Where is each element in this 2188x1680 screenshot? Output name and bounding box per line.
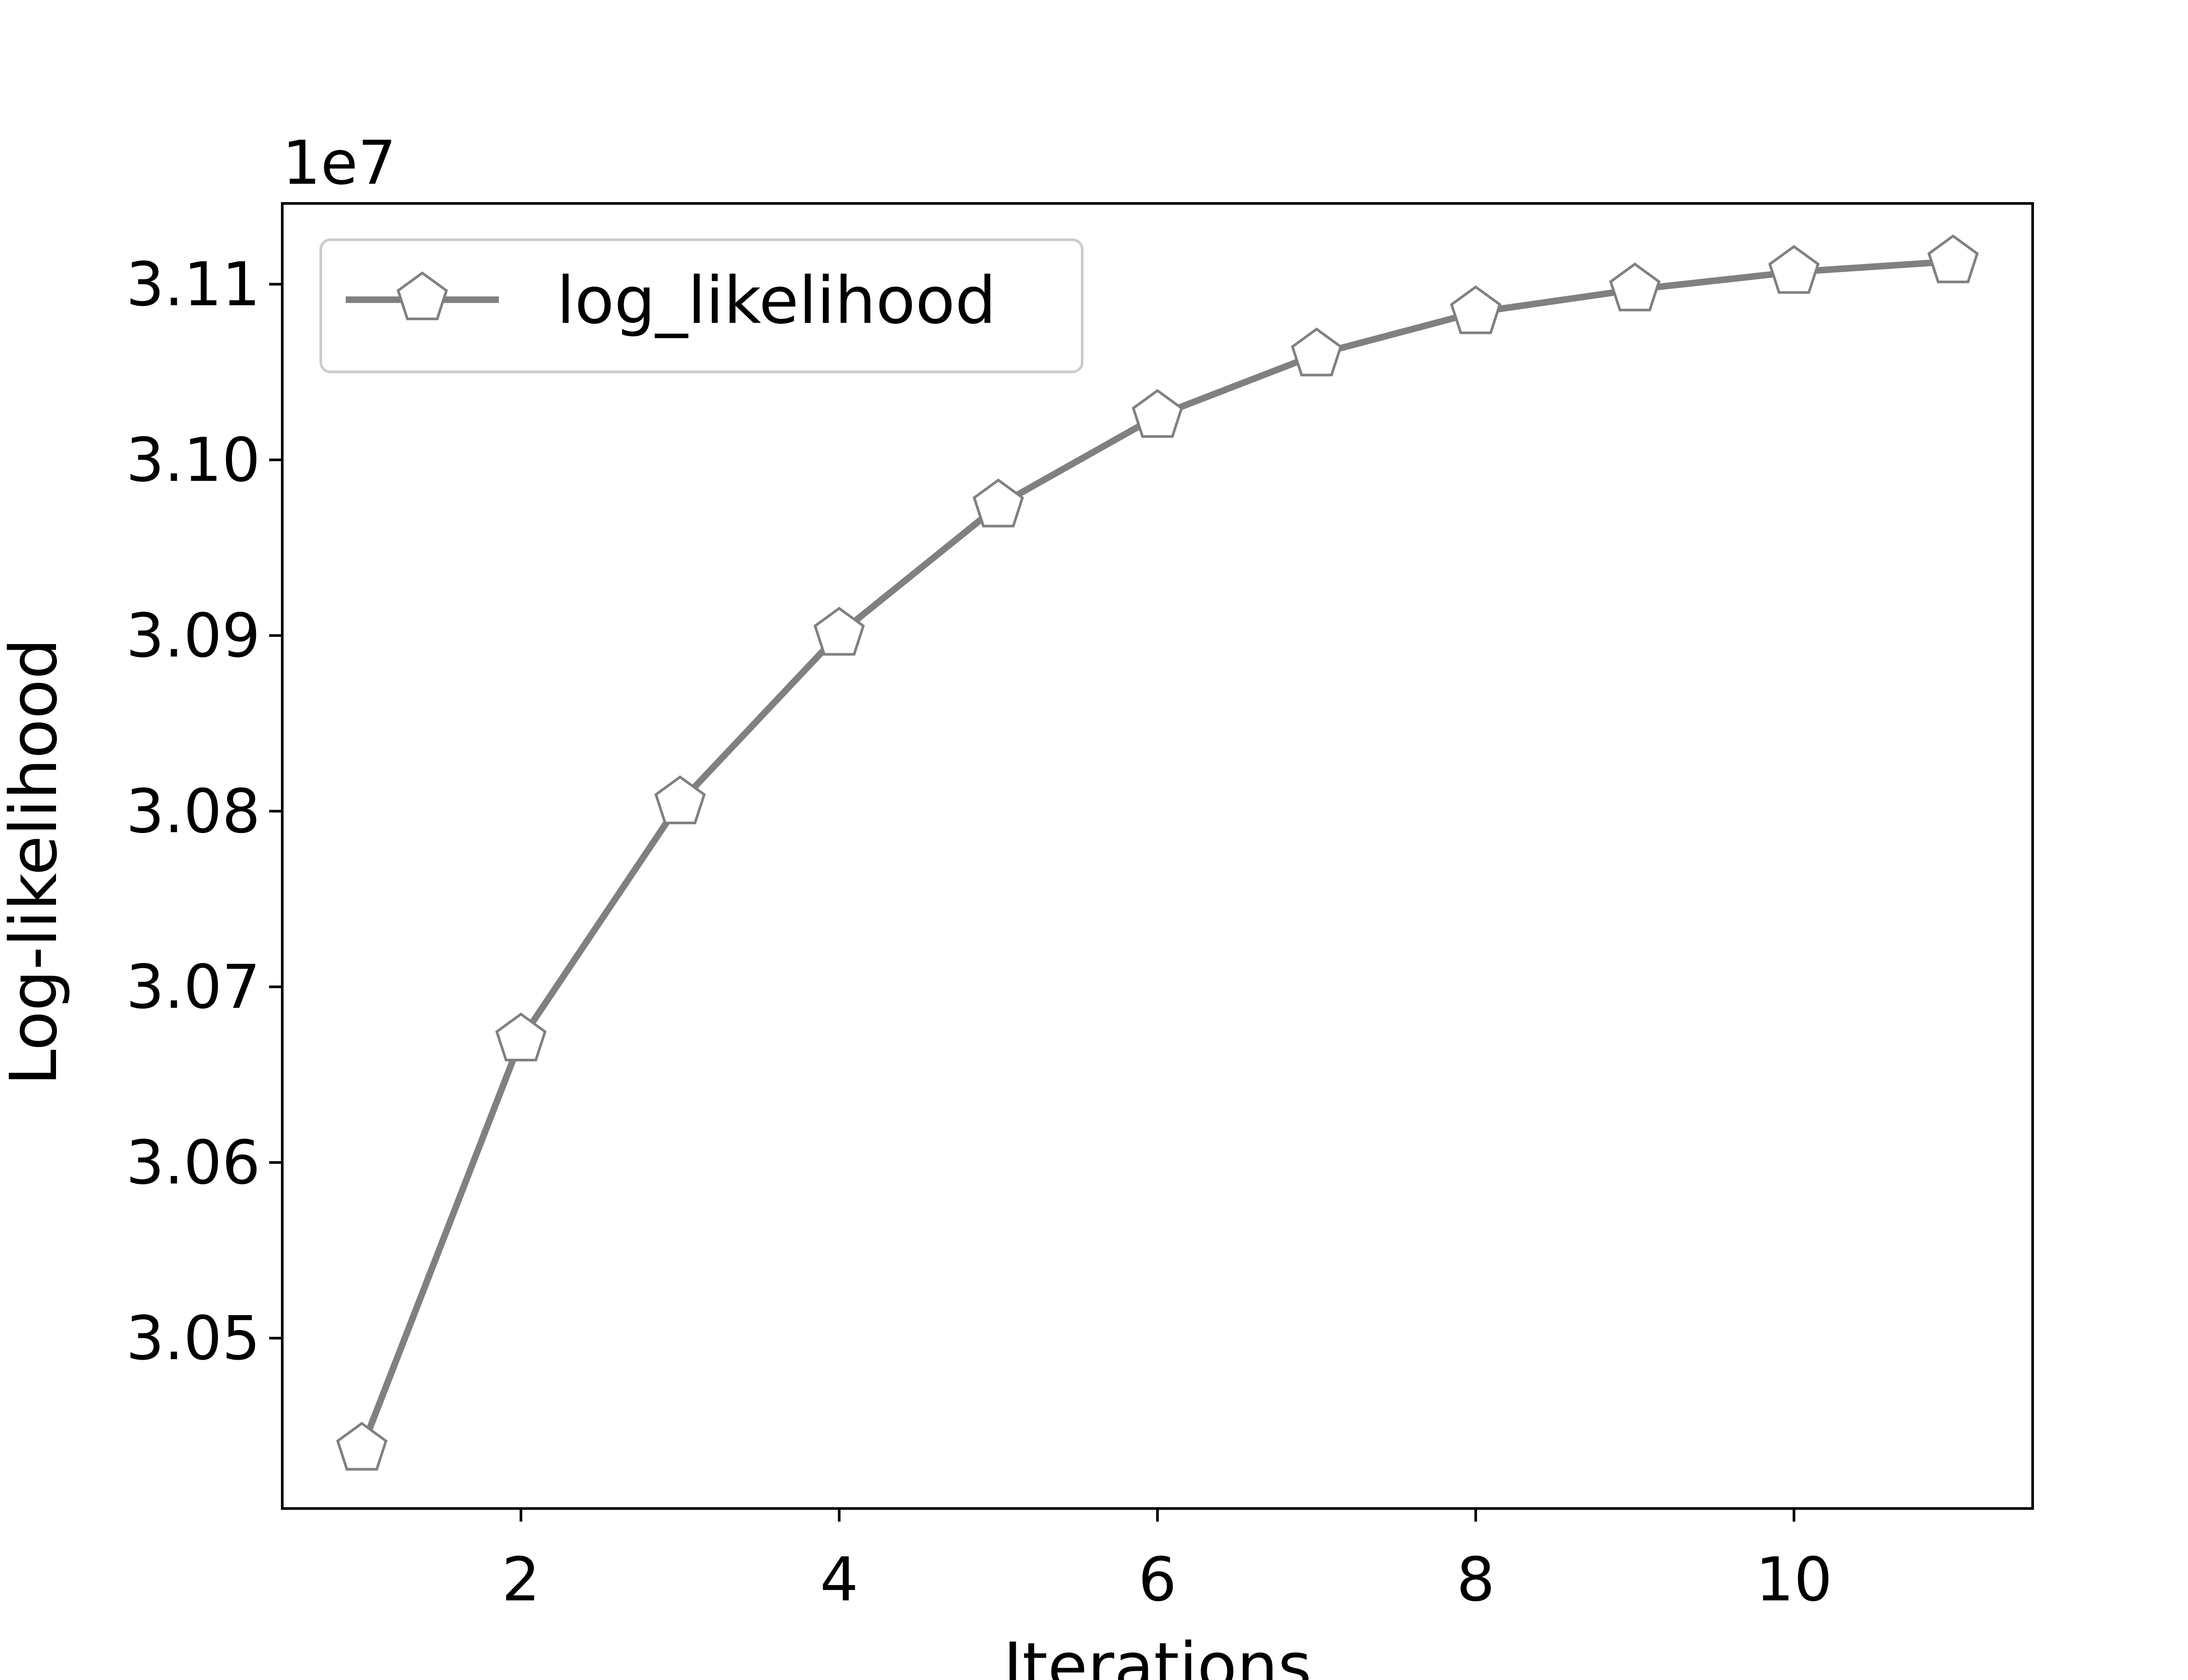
x-tick-label: 8 [1456, 1544, 1495, 1615]
x-tick-label: 10 [1756, 1544, 1833, 1615]
data-point [813, 606, 865, 656]
y-tick-label: 3.06 [126, 1127, 260, 1198]
y-tick-label: 3.11 [126, 249, 260, 320]
x-axis-label: Iterations [1003, 1629, 1312, 1680]
data-point [1768, 245, 1820, 294]
legend-label: log_likelihood [557, 263, 996, 338]
data-point [1450, 285, 1501, 334]
data-point [1290, 327, 1343, 377]
legend-box [319, 238, 1083, 373]
data-point [972, 478, 1024, 528]
y-tick-label: 3.05 [126, 1303, 260, 1374]
y-tick-label: 3.08 [126, 776, 260, 847]
x-tick-label: 6 [1138, 1544, 1177, 1615]
data-point [1927, 234, 1979, 284]
x-axis-ticks: 2 4 6 8 10 [502, 1508, 1833, 1615]
series-layer [336, 234, 1979, 1471]
y-tick-label: 3.07 [126, 952, 260, 1022]
plot-frame [281, 202, 2034, 1510]
data-point [336, 1421, 388, 1471]
x-tick-label: 2 [502, 1544, 540, 1615]
y-tick-label: 3.09 [126, 601, 260, 671]
data-point [495, 1012, 547, 1061]
data-point [1132, 389, 1183, 438]
y-axis-ticks: 3.05 3.06 3.07 3.08 3.09 3.10 3.11 [126, 249, 282, 1374]
legend-pentagon-marker [396, 271, 448, 320]
legend: log_likelihood [319, 238, 1083, 373]
y-axis-label: Log-likelihood [0, 638, 71, 1086]
x-tick-label: 4 [820, 1544, 859, 1615]
data-point [654, 775, 706, 824]
data-point [1609, 262, 1661, 312]
y-offset-label: 1e7 [282, 128, 396, 198]
y-tick-label: 3.10 [126, 425, 260, 495]
